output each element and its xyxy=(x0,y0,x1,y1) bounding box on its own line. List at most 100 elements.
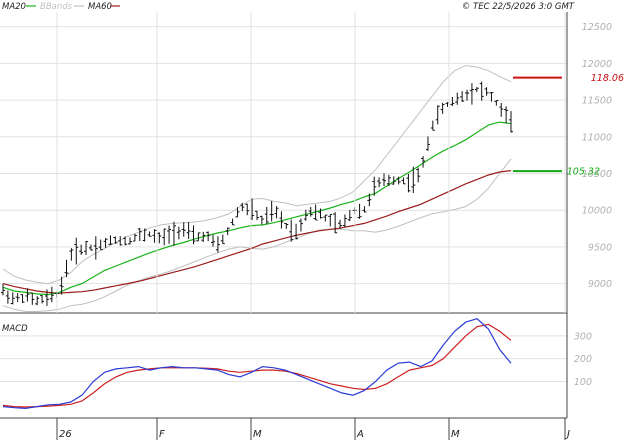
price-tick-label: 9500 xyxy=(588,242,612,253)
price-bar xyxy=(69,248,74,261)
price-bar xyxy=(396,176,401,185)
price-bar xyxy=(215,236,220,253)
price-bar xyxy=(421,156,426,168)
price-bar xyxy=(494,100,499,106)
price-bar xyxy=(279,211,284,229)
price-bar xyxy=(20,294,25,304)
price-bar xyxy=(391,176,396,185)
price-bar xyxy=(333,212,338,234)
price-bar xyxy=(479,81,484,101)
price-bar xyxy=(167,225,172,244)
price-bar xyxy=(191,225,196,245)
macd-axis-ticks: 300 200 100 xyxy=(574,331,592,388)
time-tick-label: M xyxy=(253,429,262,440)
price-bar xyxy=(362,206,367,213)
copyright-text: © TEC 22/5/2026 3:0 GMT xyxy=(462,2,575,12)
price-bar xyxy=(15,293,20,303)
price-bar xyxy=(152,229,157,243)
price-bar xyxy=(113,236,118,244)
price-bar xyxy=(35,296,40,306)
price-bar xyxy=(289,219,294,242)
price-tags: 118.06 105.32 xyxy=(513,73,624,178)
price-bar xyxy=(377,177,382,188)
price-bar xyxy=(108,235,113,245)
price-bar xyxy=(74,237,79,265)
price-bar xyxy=(147,231,152,237)
price-bar xyxy=(342,214,347,228)
price-bar xyxy=(357,203,362,219)
price-gridlines xyxy=(0,26,567,285)
price-bar xyxy=(489,92,494,102)
price-bar xyxy=(245,203,250,216)
macd-panel-label: MACD xyxy=(2,324,28,334)
price-bar xyxy=(162,228,167,246)
price-bar xyxy=(240,202,245,212)
price-bar xyxy=(181,222,186,237)
time-tick-label: M xyxy=(451,429,460,440)
price-bar xyxy=(201,231,206,243)
macd-gridlines xyxy=(0,335,567,382)
price-bar xyxy=(176,226,181,240)
price-bar xyxy=(118,236,123,246)
price-bar xyxy=(264,206,269,225)
price-bar xyxy=(382,173,386,187)
price-bar xyxy=(401,177,406,185)
price-bar xyxy=(504,106,509,124)
price-bar xyxy=(128,237,132,245)
price-bar xyxy=(484,87,489,96)
price-bar xyxy=(230,218,235,226)
price-bar xyxy=(367,193,372,207)
price-bar xyxy=(137,228,142,242)
price-bar xyxy=(132,233,137,242)
legend-ma20-label: MA20 xyxy=(2,2,26,12)
price-bar xyxy=(323,214,328,222)
price-tick-label: 12500 xyxy=(582,22,612,33)
price-bar xyxy=(269,201,274,222)
price-bar xyxy=(406,173,411,193)
price-bar xyxy=(123,236,128,246)
price-bar xyxy=(450,97,455,107)
price-bar xyxy=(328,214,333,227)
price-bar xyxy=(59,276,64,295)
bbands-lower-line xyxy=(2,158,512,312)
price-tick-label: 12000 xyxy=(582,59,612,70)
price-bar xyxy=(347,209,352,222)
price-bar xyxy=(93,236,98,260)
price-bar xyxy=(211,234,216,247)
price-bar xyxy=(284,222,289,229)
macd-tick-label: 200 xyxy=(574,354,592,365)
ma20-line xyxy=(2,121,512,296)
price-bar xyxy=(430,120,435,131)
price-bar xyxy=(386,174,391,187)
price-bar xyxy=(440,102,445,114)
price-bar xyxy=(435,105,440,125)
price-tick-label: 11500 xyxy=(582,96,612,107)
price-bar xyxy=(25,288,30,302)
price-bar xyxy=(225,227,230,236)
price-bar xyxy=(294,223,299,240)
price-bar xyxy=(372,176,377,196)
price-bar xyxy=(338,219,343,229)
price-bar xyxy=(1,284,5,296)
price-bar xyxy=(469,83,474,105)
price-bar xyxy=(274,206,279,219)
price-bar xyxy=(416,167,421,183)
price-bar xyxy=(318,208,323,219)
price-bar xyxy=(171,221,176,246)
price-bar xyxy=(220,234,225,245)
price-bar xyxy=(411,166,416,194)
price-tick-label: 11000 xyxy=(582,132,612,143)
time-tick-label: J xyxy=(565,429,570,440)
price-bar xyxy=(40,295,45,304)
price-bar xyxy=(313,204,318,221)
price-bar xyxy=(64,259,69,278)
price-bar xyxy=(465,89,470,101)
price-bar xyxy=(303,209,308,221)
price-bar xyxy=(509,111,513,133)
bbands-upper-line xyxy=(2,65,512,285)
price-bar xyxy=(259,215,264,225)
price-bar xyxy=(186,221,191,240)
price-tick-label: 9000 xyxy=(588,279,612,290)
time-tick-label: 26 xyxy=(59,429,72,440)
time-axis-ticks: 26 F M A M J xyxy=(56,12,570,440)
